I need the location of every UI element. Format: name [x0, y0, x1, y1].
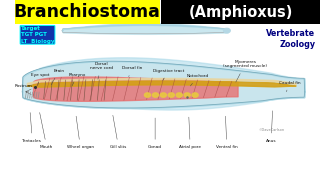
Ellipse shape: [160, 93, 166, 97]
Text: Notochord: Notochord: [187, 74, 209, 86]
Text: Gonad: Gonad: [148, 118, 162, 149]
Text: Caudal fin: Caudal fin: [279, 81, 300, 92]
Text: ©DaveCarlson: ©DaveCarlson: [259, 128, 285, 132]
Text: Wheel organ: Wheel organ: [67, 116, 94, 149]
Ellipse shape: [184, 93, 190, 97]
Ellipse shape: [144, 93, 150, 97]
Text: Vertebrate
Zoology: Vertebrate Zoology: [266, 29, 316, 49]
Text: Branchiostoma: Branchiostoma: [13, 3, 160, 21]
Text: Dorsal fin: Dorsal fin: [122, 66, 142, 77]
Text: Brain: Brain: [51, 69, 65, 85]
Ellipse shape: [192, 93, 198, 97]
Text: Anus: Anus: [266, 111, 276, 143]
Text: Mouth: Mouth: [40, 112, 53, 149]
FancyBboxPatch shape: [15, 0, 160, 24]
Text: Eye spot: Eye spot: [31, 73, 50, 86]
Text: (Amphioxus): (Amphioxus): [188, 4, 293, 20]
Text: Gill slits: Gill slits: [110, 115, 127, 149]
Ellipse shape: [223, 28, 230, 33]
Text: Digestive tract: Digestive tract: [153, 69, 185, 80]
Text: Ventral fin: Ventral fin: [216, 116, 238, 149]
Text: Rostrum: Rostrum: [15, 84, 33, 93]
Text: Pharynx: Pharynx: [68, 73, 86, 86]
Text: Myomeres
(segmented muscle): Myomeres (segmented muscle): [223, 60, 267, 82]
Ellipse shape: [176, 93, 182, 97]
Text: Tentacles: Tentacles: [22, 112, 42, 143]
FancyBboxPatch shape: [161, 0, 320, 24]
Text: Dorsal
nerve cord: Dorsal nerve cord: [90, 62, 113, 79]
Ellipse shape: [168, 93, 174, 97]
Ellipse shape: [152, 93, 158, 97]
Text: Target
TGT PGT
LT  Biology: Target TGT PGT LT Biology: [21, 26, 54, 44]
Text: Atrial pore: Atrial pore: [179, 117, 201, 149]
